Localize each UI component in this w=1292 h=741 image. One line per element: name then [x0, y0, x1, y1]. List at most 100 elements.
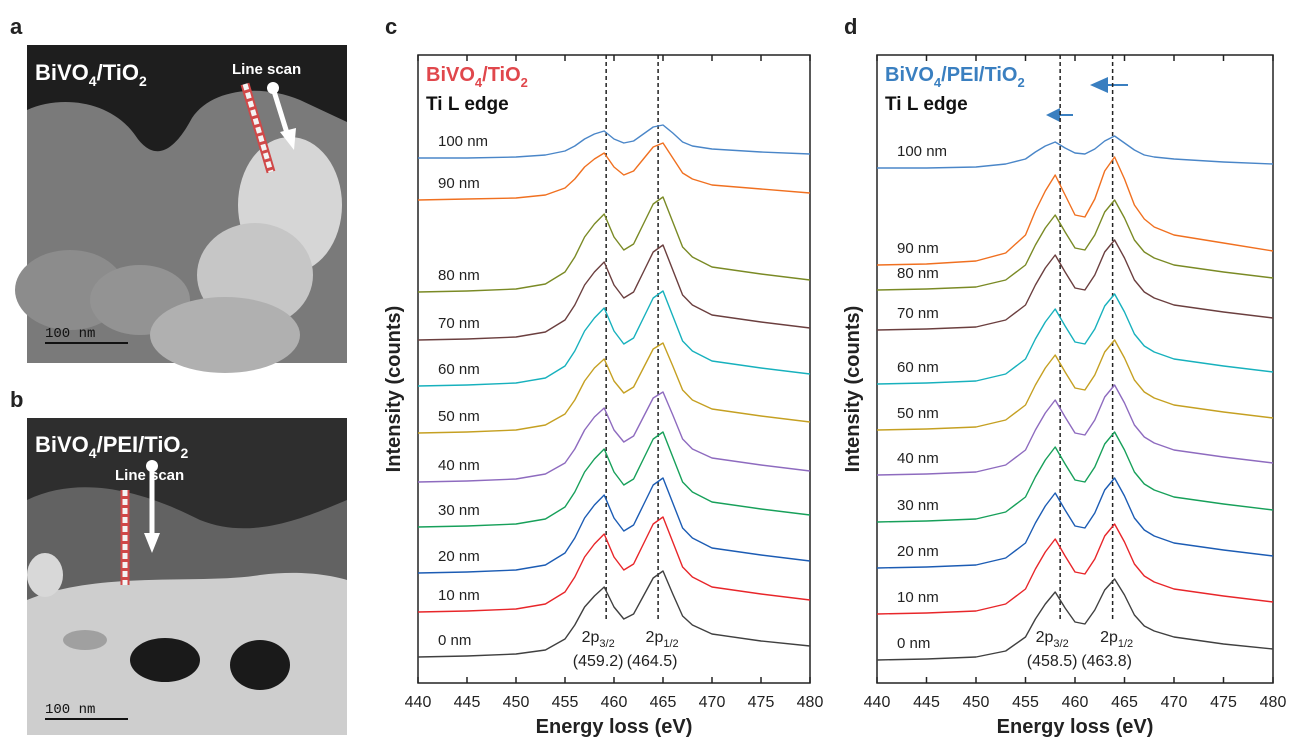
series-label: 0 nm [438, 632, 471, 649]
series-label: 90 nm [897, 240, 939, 257]
series-label: 20 nm [897, 543, 939, 560]
x-tick-label: 470 [699, 694, 726, 711]
x-tick-label: 460 [601, 694, 628, 711]
x-tick-label: 450 [963, 694, 990, 711]
peak-label: (463.8) [1081, 653, 1132, 670]
x-axis-label: Energy loss (eV) [997, 716, 1154, 738]
x-tick-label: 475 [1210, 694, 1237, 711]
spectrum-line [417, 142, 811, 201]
x-tick-label: 480 [797, 694, 824, 711]
title-sub: 4 [89, 445, 97, 461]
spectrum-line [876, 293, 1274, 385]
spectrum-line [417, 244, 811, 341]
image-title: BiVO4/TiO2 [35, 60, 147, 89]
series-label: 70 nm [897, 305, 939, 322]
series-label: 60 nm [438, 361, 480, 378]
spectrum-line [876, 239, 1274, 331]
peak-name-sub: 3/2 [599, 638, 614, 650]
chart-subtitle: Ti L edge [426, 94, 509, 115]
series-label: 50 nm [438, 408, 480, 425]
series-label: 50 nm [897, 405, 939, 422]
x-tick-label: 465 [1111, 694, 1138, 711]
chart-title: BiVO4/PEI/TiO2 [885, 64, 1025, 90]
series-label: 0 nm [897, 635, 930, 652]
spectrum-line [417, 196, 811, 293]
spectrum-line [417, 342, 811, 434]
spectrum-line [417, 431, 811, 528]
peak-name: 2p1/2 [646, 629, 679, 650]
shift-arrows [1046, 77, 1128, 122]
title-sub: 4 [475, 75, 483, 90]
x-tick-label: 455 [552, 694, 579, 711]
panel-label: a [10, 14, 23, 39]
series-label: 20 nm [438, 548, 480, 565]
panel-label: b [10, 387, 23, 412]
chart-subtitle: Ti L edge [885, 94, 968, 115]
peak-name-main: 2p [1100, 629, 1118, 646]
series-label: 30 nm [897, 497, 939, 514]
title-part: /PEI/TiO [941, 64, 1017, 86]
y-axis-label: Intensity (counts) [842, 306, 864, 473]
series-label: 80 nm [897, 265, 939, 282]
title-sub: 2 [139, 73, 147, 89]
x-tick-label: 470 [1161, 694, 1188, 711]
x-tick-label: 445 [454, 694, 481, 711]
title-sub: 4 [89, 73, 97, 89]
peak-name: 2p3/2 [1036, 629, 1069, 650]
title-part: /TiO [482, 64, 521, 86]
x-tick-label: 445 [913, 694, 940, 711]
series-label: 100 nm [897, 143, 947, 160]
image-title: BiVO4/PEI/TiO2 [35, 432, 189, 461]
spectrum-line [417, 516, 811, 613]
spectrum-line [417, 290, 811, 387]
spectrum-line [876, 578, 1274, 661]
spectrum-line [876, 199, 1274, 291]
series-label: 90 nm [438, 175, 480, 192]
title-part: BiVO [885, 64, 934, 86]
peak-name-main: 2p [1036, 629, 1054, 646]
peak-label: (458.5) [1027, 653, 1078, 670]
chart: c 440 445 450 455 460 465 470 475 480 Energy loss … [383, 14, 823, 738]
peak-name-sub: 1/2 [663, 638, 678, 650]
series-label: 30 nm [438, 502, 480, 519]
peak-name-sub: 1/2 [1118, 638, 1133, 650]
x-tick-label: 475 [748, 694, 775, 711]
image-a: a BiVO4/TiO2 Line scan 100 nm [10, 14, 347, 373]
scale-label: 100 nm [45, 702, 95, 718]
x-tick-label: 460 [1062, 694, 1089, 711]
title-sub: 2 [1017, 75, 1024, 90]
series-label: 10 nm [438, 587, 480, 604]
title-sub: 2 [521, 75, 528, 90]
title-part: BiVO [35, 432, 89, 457]
peak-label: (464.5) [627, 653, 678, 670]
title-sub: 4 [934, 75, 942, 90]
spectrum-line [417, 391, 811, 483]
image-b: b BiVO4/PEI/TiO2 Line scan 100 nm [10, 387, 347, 735]
title-part: /TiO [97, 60, 139, 85]
spectrum-line [417, 570, 811, 658]
spectrum-line [876, 384, 1274, 476]
x-tick-label: 440 [405, 694, 432, 711]
y-axis-label: Intensity (counts) [383, 306, 405, 473]
spectrum-line [418, 124, 811, 159]
panel-label: d [844, 14, 857, 39]
x-axis-label: Energy loss (eV) [536, 716, 693, 738]
spectrum-line [876, 156, 1274, 266]
peak-label: (459.2) [573, 653, 624, 670]
spectrum-line [417, 477, 811, 574]
series-label: 70 nm [438, 315, 480, 332]
x-tick-label: 440 [864, 694, 891, 711]
peak-name-sub: 3/2 [1053, 638, 1068, 650]
x-tick-label: 465 [650, 694, 677, 711]
series-label: 100 nm [438, 133, 488, 150]
chart-title: BiVO4/TiO2 [426, 64, 528, 90]
peak-name: 2p3/2 [582, 629, 615, 650]
peak-name-main: 2p [646, 629, 664, 646]
annotation: Line scan [115, 467, 184, 484]
x-tick-label: 455 [1012, 694, 1039, 711]
peak-name-main: 2p [582, 629, 600, 646]
chart: d 440 445 450 455 460 465 470 475 480 Energy loss … [842, 14, 1286, 738]
series-label: 10 nm [897, 589, 939, 606]
series-label: 40 nm [438, 457, 480, 474]
